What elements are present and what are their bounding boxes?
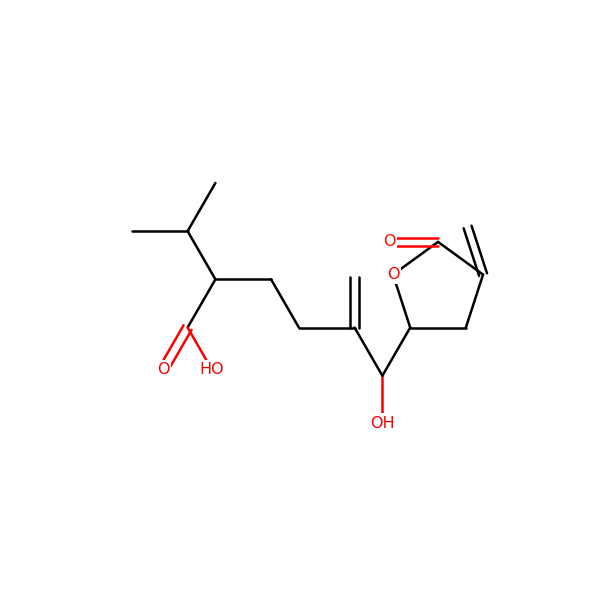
Text: O: O: [383, 235, 395, 250]
Text: OH: OH: [370, 416, 395, 431]
Text: O: O: [387, 267, 399, 282]
Text: HO: HO: [200, 362, 224, 377]
Text: O: O: [157, 362, 169, 377]
